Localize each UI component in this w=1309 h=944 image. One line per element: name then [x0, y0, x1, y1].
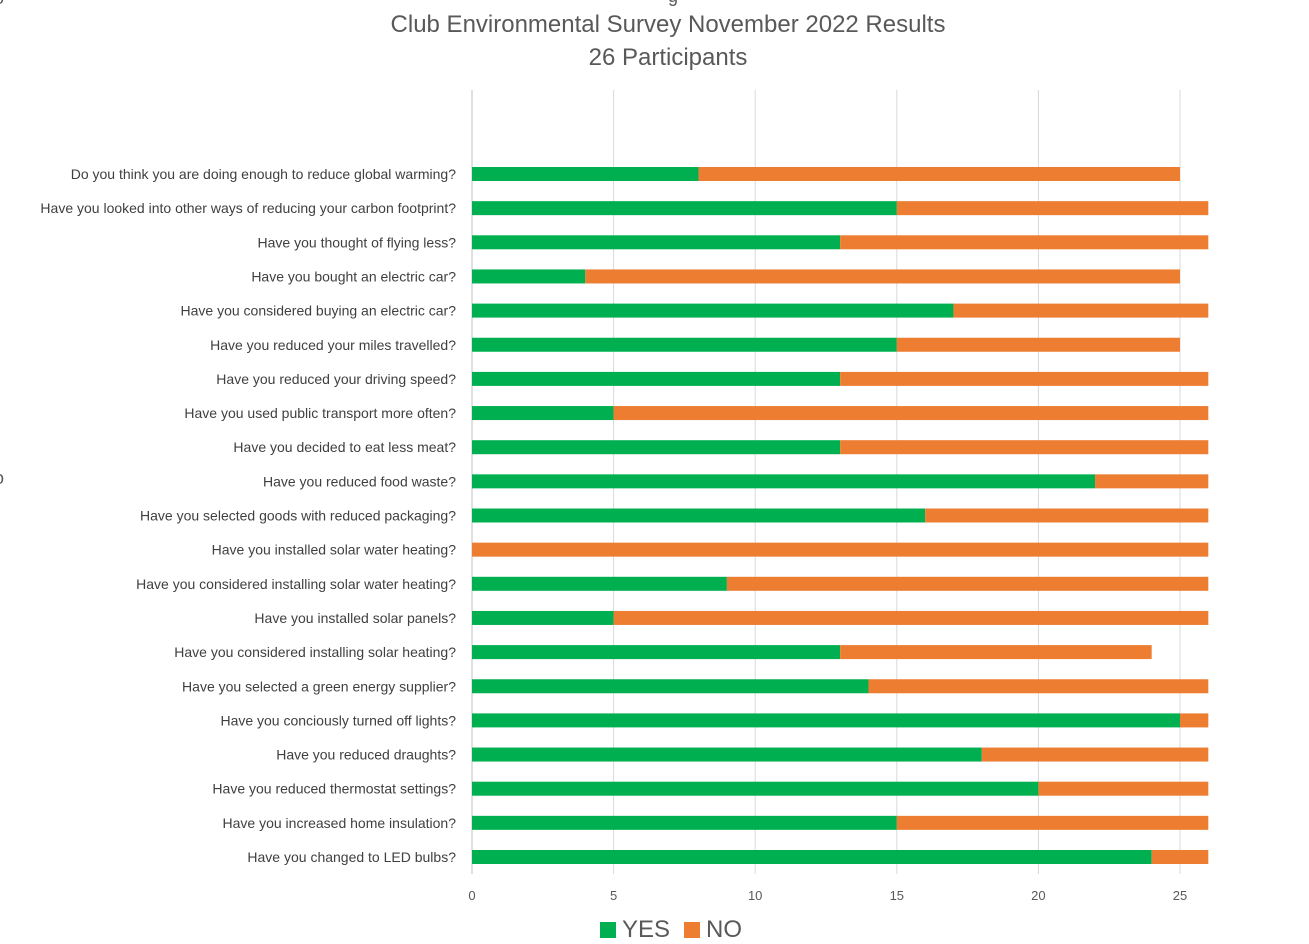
bar-yes	[472, 167, 699, 181]
bar-yes	[472, 337, 897, 352]
category-label: Have you reduced food waste?	[263, 473, 456, 489]
bar-no	[472, 542, 1209, 557]
clipped-title-glyph: g	[668, 0, 678, 7]
category-label: Have you installed solar water heating?	[212, 542, 457, 558]
legend-label-yes: YES	[622, 916, 671, 943]
bar-no	[840, 371, 1209, 386]
bar-series	[472, 167, 1209, 864]
category-labels: Do you think you are doing enough to red…	[40, 166, 456, 865]
x-tick-label: 10	[748, 888, 762, 903]
x-tick-label: 5	[610, 888, 617, 903]
bar-no	[896, 337, 1180, 352]
bar-no	[840, 645, 1152, 660]
bar-no	[1095, 474, 1209, 489]
x-tick-label: 15	[890, 888, 904, 903]
x-axis-tick-labels: 0 5 10 15 20 25	[468, 888, 1187, 903]
x-tick-label: 25	[1173, 888, 1187, 903]
bar-no	[868, 679, 1209, 694]
category-label: Have you used public transport more ofte…	[184, 405, 456, 421]
x-tick-label: 20	[1031, 888, 1045, 903]
category-label: Have you conciously turned off lights?	[220, 712, 456, 728]
legend-label-no: NO	[706, 916, 743, 943]
category-label: Have you reduced thermostat settings?	[212, 781, 456, 797]
category-label: Have you selected goods with reduced pac…	[140, 508, 456, 524]
category-label: Have you reduced your miles travelled?	[210, 337, 456, 353]
category-label: Have you considered installing solar wat…	[136, 576, 456, 592]
category-label: Have you reduced draughts?	[276, 747, 456, 763]
bar-yes	[472, 269, 586, 284]
bar-no	[953, 303, 1209, 318]
bar-no	[840, 235, 1209, 250]
category-label: Have you installed solar panels?	[254, 610, 456, 626]
bar-no	[896, 815, 1209, 830]
chart-subtitle: 26 Participants	[588, 44, 748, 71]
bar-no	[1180, 713, 1209, 728]
category-label: Have you thought of flying less?	[258, 234, 457, 250]
bar-yes	[472, 474, 1096, 489]
legend: YES NO	[600, 916, 756, 944]
bar-no	[981, 747, 1209, 762]
bar-no	[1151, 850, 1209, 864]
bar-no	[840, 440, 1209, 455]
legend-item-no: NO	[684, 916, 742, 944]
bar-yes	[472, 406, 614, 421]
bar-yes	[472, 645, 841, 660]
bar-no	[698, 167, 1180, 181]
bar-yes	[472, 850, 1152, 864]
legend-swatch-no	[684, 922, 701, 938]
bar-yes	[472, 781, 1039, 796]
bar-yes	[472, 508, 926, 523]
bar-no	[896, 201, 1209, 216]
bar-yes	[472, 815, 897, 830]
clipped-edge-glyph-top: o	[0, 0, 4, 9]
bar-yes	[472, 235, 841, 250]
category-label: Have you looked into other ways of reduc…	[40, 200, 456, 216]
bar-yes	[472, 679, 869, 694]
bar-yes	[472, 713, 1180, 728]
category-label: Do you think you are doing enough to red…	[71, 166, 456, 182]
bar-yes	[472, 371, 841, 386]
bar-yes	[472, 576, 727, 591]
bar-yes	[472, 610, 614, 625]
legend-swatch-yes	[600, 922, 616, 938]
category-label: Have you bought an electric car?	[251, 268, 456, 284]
bar-no	[613, 406, 1209, 421]
category-label: Have you considered installing solar hea…	[174, 644, 456, 660]
clipped-edge-glyph-middle: o	[0, 468, 4, 489]
bar-yes	[472, 303, 954, 318]
bar-yes	[472, 201, 897, 216]
category-label: Have you considered buying an electric c…	[181, 303, 457, 319]
bar-no	[1038, 781, 1209, 796]
bar-no	[726, 576, 1209, 591]
category-label: Have you changed to LED bulbs?	[247, 849, 456, 865]
bar-yes	[472, 440, 841, 455]
category-label: Have you selected a green energy supplie…	[182, 678, 456, 694]
x-tick-label: 0	[468, 888, 475, 903]
bar-yes	[472, 747, 982, 762]
category-label: Have you increased home insulation?	[223, 815, 457, 831]
legend-item-yes: YES	[600, 916, 670, 944]
bar-no	[613, 610, 1209, 625]
bar-no	[925, 508, 1209, 523]
category-label: Have you reduced your driving speed?	[216, 371, 456, 387]
category-label: Have you decided to eat less meat?	[233, 439, 456, 455]
bar-no	[585, 269, 1180, 284]
chart-title: Club Environmental Survey November 2022 …	[390, 11, 946, 38]
